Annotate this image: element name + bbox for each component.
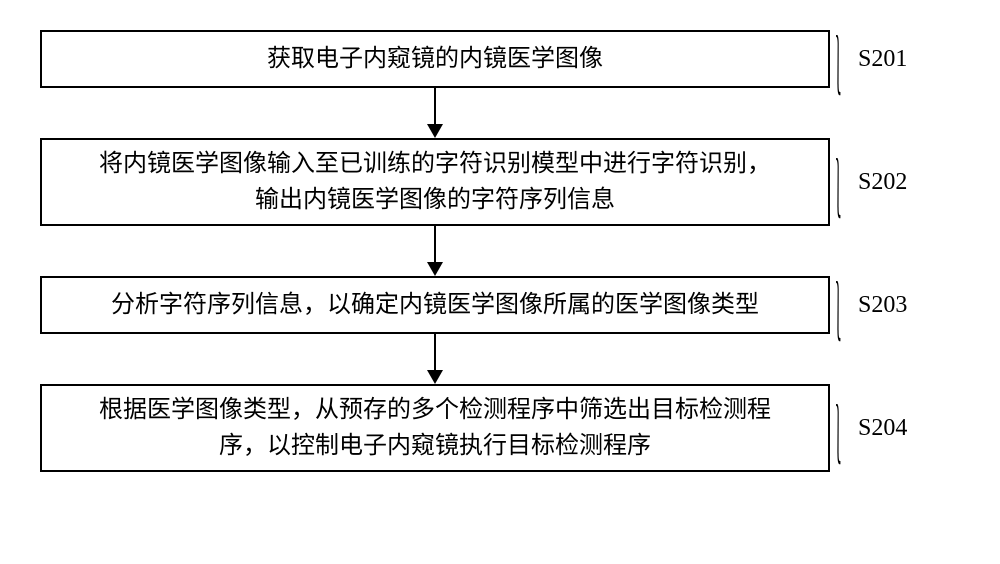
- step-label-s203: S203: [858, 292, 907, 319]
- brace-s203: ⎱: [830, 267, 847, 355]
- step-label-s201: S201: [858, 46, 907, 73]
- brace-s201: ⎱: [830, 21, 847, 109]
- step-box-s202: 将内镜医学图像输入至已训练的字符识别模型中进行字符识别， 输出内镜医学图像的字符…: [40, 138, 830, 226]
- step-text-s202: 将内镜医学图像输入至已训练的字符识别模型中进行字符识别， 输出内镜医学图像的字符…: [99, 146, 771, 218]
- arrow-line: [434, 226, 436, 262]
- brace-s204: ⎱: [830, 390, 847, 478]
- step-row-s204: 根据医学图像类型，从预存的多个检测程序中筛选出目标检测程 序，以控制电子内窥镜执…: [40, 384, 960, 472]
- arrow-s202-s203: [40, 226, 830, 276]
- step-row-s203: 分析字符序列信息，以确定内镜医学图像所属的医学图像类型 ⎱ S203: [40, 276, 960, 334]
- arrow-line: [434, 88, 436, 124]
- arrow-head-icon: [427, 262, 443, 276]
- step-box-s201: 获取电子内窥镜的内镜医学图像: [40, 30, 830, 88]
- step-row-s202: 将内镜医学图像输入至已训练的字符识别模型中进行字符识别， 输出内镜医学图像的字符…: [40, 138, 960, 226]
- arrow-s203-s204: [40, 334, 830, 384]
- arrow-line: [434, 334, 436, 370]
- step-text-s201: 获取电子内窥镜的内镜医学图像: [267, 41, 603, 77]
- step-row-s201: 获取电子内窥镜的内镜医学图像 ⎱ S201: [40, 30, 960, 88]
- step-label-s202: S202: [858, 169, 907, 196]
- arrow-head-icon: [427, 124, 443, 138]
- step-text-s204: 根据医学图像类型，从预存的多个检测程序中筛选出目标检测程 序，以控制电子内窥镜执…: [99, 392, 771, 464]
- step-text-s203: 分析字符序列信息，以确定内镜医学图像所属的医学图像类型: [111, 287, 759, 323]
- step-box-s204: 根据医学图像类型，从预存的多个检测程序中筛选出目标检测程 序，以控制电子内窥镜执…: [40, 384, 830, 472]
- flowchart-container: 获取电子内窥镜的内镜医学图像 ⎱ S201 将内镜医学图像输入至已训练的字符识别…: [40, 30, 960, 472]
- step-box-s203: 分析字符序列信息，以确定内镜医学图像所属的医学图像类型: [40, 276, 830, 334]
- arrow-head-icon: [427, 370, 443, 384]
- brace-s202: ⎱: [830, 144, 847, 232]
- arrow-s201-s202: [40, 88, 830, 138]
- step-label-s204: S204: [858, 415, 907, 442]
